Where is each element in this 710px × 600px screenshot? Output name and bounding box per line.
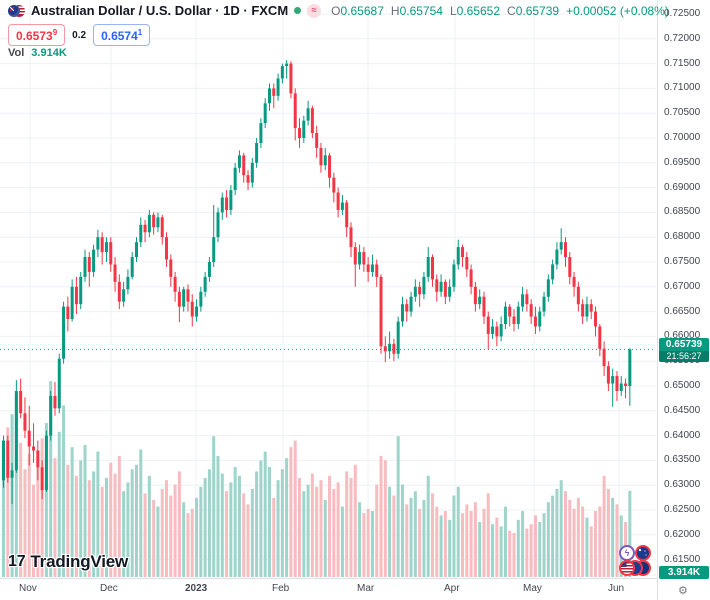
candles — [2, 60, 632, 505]
time-tick-label: Apr — [444, 583, 460, 594]
price-tick-label: 0.72500 — [664, 8, 701, 19]
tradingview-wordmark: TradingView — [30, 552, 129, 571]
price-tick-label: 0.67500 — [664, 256, 701, 267]
close-value: C0.65739 — [507, 3, 560, 18]
volume-axis-badge: 3.914K — [659, 566, 709, 579]
price-tick-label: 0.68000 — [664, 231, 701, 243]
price-tick-label: 0.69000 — [664, 181, 701, 193]
buy-price-button[interactable]: 0.65741 — [93, 24, 151, 46]
price-tick-label: 0.67000 — [664, 280, 701, 292]
australia-flag-icon — [8, 4, 20, 17]
price-tick-label: 0.63500 — [664, 454, 701, 466]
tradingview-logo[interactable]: 17 TradingView — [8, 552, 128, 572]
time-tick-label: 2023 — [185, 583, 208, 594]
price-tick-label: 0.72000 — [664, 32, 701, 44]
time-tick-label: Feb — [272, 583, 290, 594]
price-tick-label: 0.66000 — [664, 330, 701, 342]
time-tick-label: Nov — [19, 583, 37, 594]
price-tick-label: 0.62500 — [664, 504, 701, 515]
spread-value: 0.2 — [72, 29, 87, 41]
delayed-data-icon[interactable]: ≈ — [307, 3, 322, 18]
bid-ask-row: 0.65739 0.2 0.65741 — [8, 24, 151, 46]
change-value: +0.00052 (+0.08%) — [566, 3, 669, 18]
chart-legend-header[interactable]: Australian Dollar / U.S. Dollar · 1D · F… — [8, 3, 669, 18]
symbol-title[interactable]: Australian Dollar / U.S. Dollar · 1D · F… — [31, 3, 289, 18]
low-value: L0.65652 — [449, 3, 501, 18]
volume-value: 3.914K — [31, 47, 67, 59]
price-tick-label: 0.68500 — [664, 206, 701, 218]
volume-label: Vol — [8, 47, 25, 59]
volume-legend-row[interactable]: Vol 3.914K — [8, 47, 67, 59]
time-tick-label: Jun — [608, 583, 625, 594]
price-tick-label: 0.65000 — [664, 380, 701, 391]
current-price-badge: 0.65739 21:56:27 — [659, 338, 709, 363]
event-row-1: ϟ — [619, 545, 653, 561]
high-importance-lightning-icon[interactable]: ϟ — [619, 545, 635, 561]
high-value: H0.65754 — [390, 3, 443, 18]
price-tick-label: 0.63000 — [664, 479, 701, 491]
sell-price-button[interactable]: 0.65739 — [8, 24, 66, 46]
price-axis[interactable]: 0.72500 0.72000 0.71500 0.71000 0.70500 0.700… — [657, 0, 710, 600]
time-tick-label: Dec — [100, 583, 118, 594]
gridlines — [0, 0, 656, 578]
price-tick-label: 0.64000 — [664, 429, 701, 441]
price-tick-label: 0.71500 — [664, 57, 701, 69]
time-axis[interactable]: Nov Dec 2023 Feb Mar Apr May Jun — [0, 578, 710, 600]
economic-event-markers[interactable]: ϟ — [619, 545, 653, 576]
time-tick-label: May — [523, 583, 542, 594]
us-event-flag-icon[interactable] — [619, 560, 635, 576]
price-tick-label: 0.62000 — [664, 528, 701, 540]
price-tick-label: 0.61500 — [664, 553, 701, 565]
market-open-dot-icon — [294, 7, 302, 14]
time-tick-label: Mar — [357, 583, 375, 594]
tradingview-mark-icon: 17 — [8, 553, 26, 570]
open-value: O0.65687 — [331, 3, 384, 18]
bar-countdown: 21:56:27 — [659, 351, 709, 363]
audusd-pair-flags-icon — [8, 4, 25, 18]
price-tick-label: 0.66500 — [664, 305, 701, 317]
price-tick-label: 0.70000 — [664, 132, 701, 143]
price-tick-label: 0.71000 — [664, 82, 701, 94]
price-tick-label: 0.64500 — [664, 404, 701, 416]
ohlc-readout: O0.65687 H0.65754 L0.65652 C0.65739 +0.0… — [331, 4, 669, 18]
current-price-value: 0.65739 — [665, 339, 703, 351]
australia-event-flag-icon[interactable] — [635, 545, 651, 561]
volume-bars — [2, 381, 632, 577]
price-scale-settings-gear-icon[interactable]: ⚙ — [678, 585, 688, 597]
price-tick-label: 0.70500 — [664, 107, 701, 119]
event-row-2 — [619, 560, 653, 576]
price-tick-label: 0.69500 — [664, 156, 701, 168]
